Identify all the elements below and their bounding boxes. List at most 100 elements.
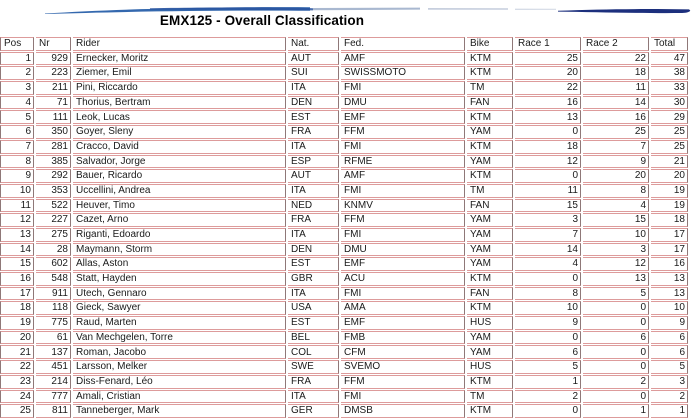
cell-fed: FMI — [341, 139, 465, 154]
cell-pos: 6 — [0, 125, 34, 139]
cell-nat: ESP — [288, 154, 339, 169]
cell-fed: FFM — [341, 125, 465, 139]
cell-race1: 25 — [515, 51, 581, 66]
cell-pos: 24 — [0, 389, 34, 404]
column-header-race2: Race 2 — [583, 37, 649, 51]
cell-bike: KTM — [467, 139, 513, 154]
cell-race1: 6 — [515, 345, 581, 360]
cell-rider: Ziemer, Emil — [73, 66, 286, 81]
cell-bike: KTM — [467, 66, 513, 81]
cell-bike: KTM — [467, 404, 513, 418]
cell-nat: ITA — [288, 81, 339, 95]
cell-pos: 22 — [0, 360, 34, 374]
cell-race2: 0 — [583, 301, 649, 316]
cell-total: 30 — [651, 95, 688, 110]
cell-race2: 5 — [583, 286, 649, 301]
cell-total: 29 — [651, 110, 688, 125]
cell-race2: 4 — [583, 198, 649, 213]
cell-race2: 3 — [583, 242, 649, 257]
cell-total: 6 — [651, 345, 688, 360]
cell-pos: 12 — [0, 213, 34, 227]
cell-race1: 0 — [515, 169, 581, 183]
cell-fed: AMF — [341, 51, 465, 66]
cell-pos: 3 — [0, 81, 34, 95]
cell-fed: EMF — [341, 110, 465, 125]
cell-rider: Van Mechgelen, Torre — [73, 330, 286, 345]
table-row: 8 385 Salvador, Jorge ESP RFME YAM 12 9 21 — [0, 154, 688, 169]
cell-race1: 13 — [515, 110, 581, 125]
cell-bike: KTM — [467, 110, 513, 125]
cell-race1: 0 — [515, 404, 581, 418]
cell-fed: AMF — [341, 169, 465, 183]
cell-bike: KTM — [467, 374, 513, 389]
cell-fed: FMI — [341, 286, 465, 301]
cell-total: 13 — [651, 286, 688, 301]
cell-fed: EMF — [341, 257, 465, 271]
cell-pos: 23 — [0, 374, 34, 389]
cell-nat: EST — [288, 257, 339, 271]
cell-nr: 223 — [36, 66, 71, 81]
cell-bike: YAM — [467, 227, 513, 242]
cell-total: 18 — [651, 213, 688, 227]
cell-pos: 20 — [0, 330, 34, 345]
table-row: 15 602 Allas, Aston EST EMF YAM 4 12 16 — [0, 257, 688, 271]
cell-total: 38 — [651, 66, 688, 81]
cell-bike: YAM — [467, 345, 513, 360]
cell-fed: DMU — [341, 95, 465, 110]
cell-total: 21 — [651, 154, 688, 169]
cell-fed: RFME — [341, 154, 465, 169]
cell-rider: Maymann, Storm — [73, 242, 286, 257]
cell-pos: 2 — [0, 66, 34, 81]
cell-race2: 8 — [583, 183, 649, 198]
cell-race1: 1 — [515, 374, 581, 389]
blue-brush-swoosh-decoration — [45, 7, 691, 14]
table-row: 12 227 Cazet, Arno FRA FFM YAM 3 15 18 — [0, 213, 688, 227]
cell-race2: 10 — [583, 227, 649, 242]
cell-nat: FRA — [288, 125, 339, 139]
cell-total: 25 — [651, 139, 688, 154]
cell-bike: YAM — [467, 330, 513, 345]
cell-race2: 25 — [583, 125, 649, 139]
cell-nat: FRA — [288, 374, 339, 389]
cell-nr: 275 — [36, 227, 71, 242]
cell-race2: 14 — [583, 95, 649, 110]
cell-bike: HUS — [467, 360, 513, 374]
table-header-row: Pos Nr Rider Nat. Fed. Bike Race 1 Race 2 Total — [0, 37, 688, 51]
cell-race2: 22 — [583, 51, 649, 66]
cell-rider: Raud, Marten — [73, 316, 286, 330]
cell-race1: 18 — [515, 139, 581, 154]
cell-race1: 7 — [515, 227, 581, 242]
cell-nr: 350 — [36, 125, 71, 139]
cell-race1: 12 — [515, 154, 581, 169]
cell-nr: 777 — [36, 389, 71, 404]
cell-total: 19 — [651, 198, 688, 213]
cell-race1: 4 — [515, 257, 581, 271]
cell-nr: 227 — [36, 213, 71, 227]
table-row: 21 137 Roman, Jacobo COL CFM YAM 6 0 6 — [0, 345, 688, 360]
cell-race2: 6 — [583, 330, 649, 345]
cell-bike: HUS — [467, 316, 513, 330]
cell-total: 6 — [651, 330, 688, 345]
cell-nr: 292 — [36, 169, 71, 183]
table-row: 2 223 Ziemer, Emil SUI SWISSMOTO KTM 20 18 38 — [0, 66, 688, 81]
cell-race1: 3 — [515, 213, 581, 227]
cell-pos: 25 — [0, 404, 34, 418]
table-row: 22 451 Larsson, Melker SWE SVEMO HUS 5 0 5 — [0, 360, 688, 374]
cell-bike: KTM — [467, 51, 513, 66]
cell-nat: AUT — [288, 51, 339, 66]
cell-bike: FAN — [467, 286, 513, 301]
cell-nr: 548 — [36, 272, 71, 286]
table-row: 1 929 Ernecker, Moritz AUT AMF KTM 25 22 47 — [0, 51, 688, 66]
cell-nat: GER — [288, 404, 339, 418]
column-header-total: Total — [651, 37, 688, 51]
cell-pos: 11 — [0, 198, 34, 213]
table-row: 11 522 Heuver, Timo NED KNMV FAN 15 4 19 — [0, 198, 688, 213]
cell-nr: 111 — [36, 110, 71, 125]
table-row: 5 111 Leok, Lucas EST EMF KTM 13 16 29 — [0, 110, 688, 125]
cell-rider: Ernecker, Moritz — [73, 51, 286, 66]
cell-pos: 4 — [0, 95, 34, 110]
cell-fed: DMSB — [341, 404, 465, 418]
cell-rider: Larsson, Melker — [73, 360, 286, 374]
cell-fed: AMA — [341, 301, 465, 316]
